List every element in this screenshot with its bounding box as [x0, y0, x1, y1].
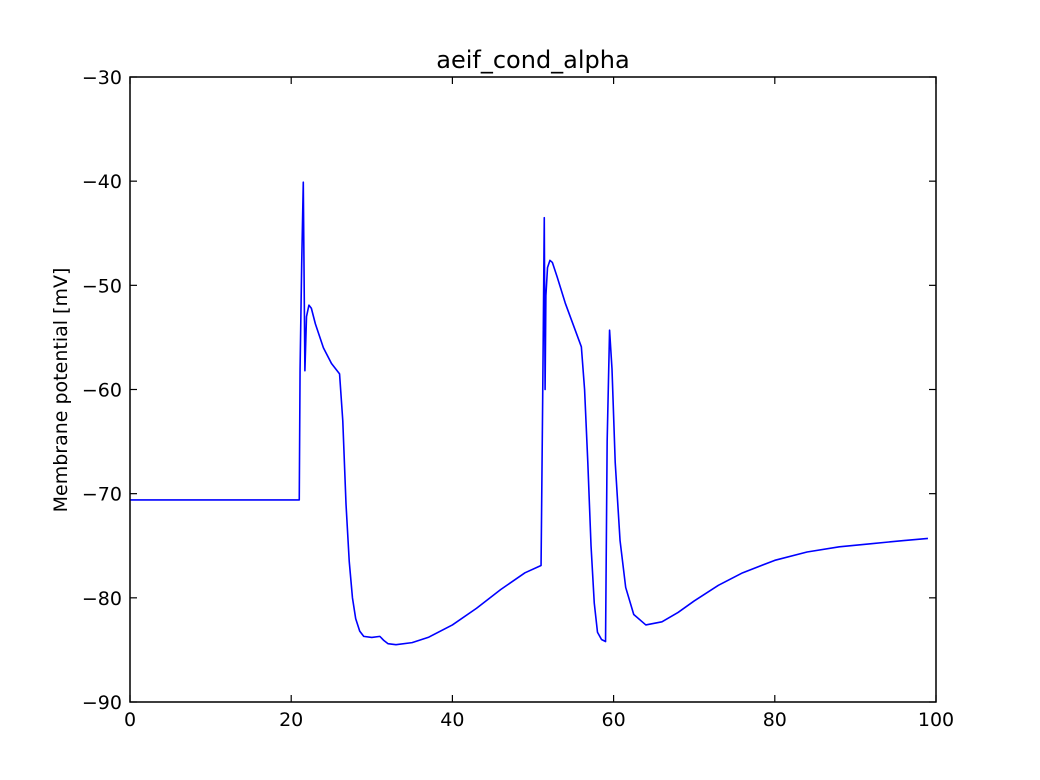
chart-title: aeif_cond_alpha: [436, 46, 629, 74]
y-tick-label: −80: [82, 588, 122, 610]
y-tick-label: −50: [82, 275, 122, 297]
plot-area: [129, 76, 937, 703]
y-tick-label: −30: [82, 67, 122, 89]
x-tick-label: 20: [279, 709, 303, 731]
membrane-potential-line: [130, 181, 929, 646]
series-line-layer: [130, 181, 929, 646]
x-tick-label: 40: [440, 709, 464, 731]
x-tick-label: 0: [124, 709, 136, 731]
x-tick-label: 100: [918, 709, 954, 731]
y-tick-label: −40: [82, 171, 122, 193]
y-axis-label: Membrane potential [mV]: [50, 268, 72, 513]
x-tick-label: 60: [602, 709, 626, 731]
tick-layer: 0 20 40 60 80 100 −30 −40 −50 −60 −70 −80 −90: [82, 67, 954, 731]
plot-frame: [129, 76, 937, 703]
y-tick-label: −70: [82, 484, 122, 506]
x-tick-label: 80: [763, 709, 787, 731]
y-tick-label: −90: [82, 692, 122, 714]
y-tick-label: −60: [82, 380, 122, 402]
